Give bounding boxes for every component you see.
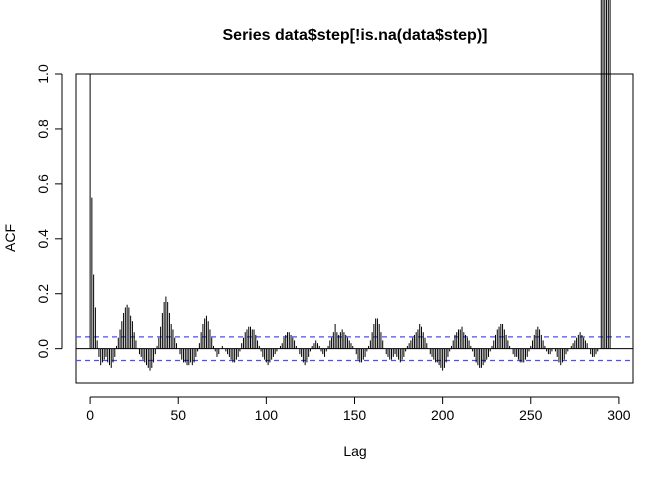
x-axis-label: Lag <box>343 443 366 459</box>
chart-title: Series data$step[!is.na(data$step)] <box>223 27 488 44</box>
x-tick-label: 300 <box>607 407 631 423</box>
x-tick-label: 100 <box>255 407 279 423</box>
x-tick-label: 250 <box>519 407 543 423</box>
y-tick-label: 0.2 <box>35 284 51 304</box>
y-tick-label: 1.0 <box>35 64 51 84</box>
x-tick-label: 0 <box>86 407 94 423</box>
y-axis-label: ACF <box>2 224 18 252</box>
x-axis: 0 50 100 150 200 250 300 <box>86 396 631 423</box>
y-tick-label: 0.6 <box>35 174 51 194</box>
y-axis: 0.0 0.2 0.4 0.6 0.8 1.0 <box>35 64 63 359</box>
x-tick-label: 200 <box>431 407 455 423</box>
y-tick-label: 0.4 <box>35 229 51 249</box>
plot-frame <box>75 73 634 384</box>
plot-area <box>76 0 633 371</box>
x-tick-label: 150 <box>343 407 367 423</box>
y-tick-label: 0.0 <box>35 339 51 359</box>
y-tick-label: 0.8 <box>35 119 51 139</box>
x-tick-label: 50 <box>170 407 186 423</box>
